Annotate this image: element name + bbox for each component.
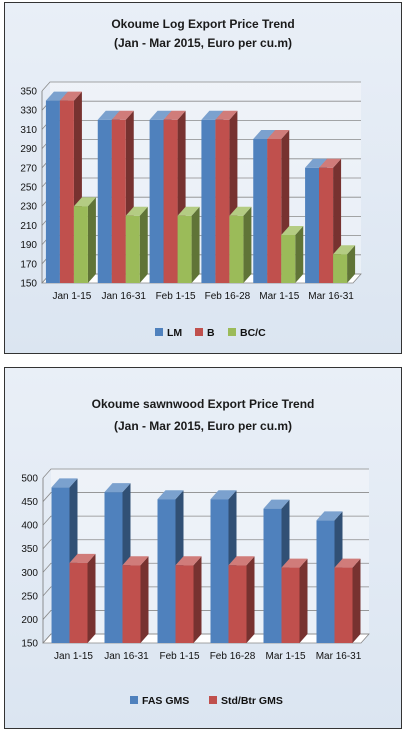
y-tick-label: 210 [20, 221, 37, 232]
x-tick-label: Feb 1-15 [156, 291, 196, 302]
log-price-chart-panel: Okoume Log Export Price Trend (Jan - Mar… [4, 2, 402, 354]
legend-swatch [228, 328, 236, 336]
gridline [42, 468, 369, 479]
y-tick-label: 330 [20, 106, 37, 117]
gridline [41, 81, 361, 92]
gridline [42, 562, 369, 573]
chart-subtitle: (Jan - Mar 2015, Euro per cu.m) [114, 36, 292, 50]
x-tick-label: Feb 1-15 [159, 651, 199, 662]
gridline [42, 633, 369, 644]
sawnwood-price-chart: Okoume sawnwood Export Price Trend (Jan … [21, 397, 370, 707]
x-tick-label: Jan 16-31 [104, 651, 149, 662]
y-tick-label: 350 [20, 87, 37, 98]
y-tick-label: 190 [20, 240, 37, 251]
y-tick-label: 350 [21, 544, 38, 555]
y-tick-label: 290 [20, 144, 37, 155]
legend-label: FAS GMS [142, 695, 189, 707]
x-tick-label: Jan 1-15 [54, 651, 93, 662]
chart-title: Okoume Log Export Price Trend [111, 17, 294, 31]
bar-bc-c [73, 197, 96, 283]
y-tick-label: 270 [20, 163, 37, 174]
chart-subtitle: (Jan - Mar 2015, Euro per cu.m) [114, 419, 292, 433]
y-tick-label: 250 [20, 183, 37, 194]
bar-std-btr-gms [281, 558, 308, 643]
y-tick-label: 150 [21, 639, 38, 650]
y-tick-label: 300 [21, 568, 38, 579]
x-tick-label: Mar 1-15 [259, 291, 299, 302]
legend-label: Std/Btr GMS [221, 695, 283, 707]
bar-std-btr-gms [228, 556, 255, 643]
x-tick-label: Mar 1-15 [265, 651, 305, 662]
gridline [42, 586, 369, 597]
bar-std-btr-gms [122, 556, 149, 643]
y-tick-label: 170 [20, 259, 37, 270]
bar-std-btr-gms [334, 558, 361, 643]
gridline [42, 492, 369, 502]
x-tick-label: Mar 16-31 [316, 651, 362, 662]
legend-swatch [209, 696, 217, 704]
y-tick-label: 500 [21, 474, 38, 485]
x-tick-label: Jan 1-15 [52, 291, 91, 302]
y-tick-label: 150 [20, 279, 37, 290]
bar-bc-c [177, 206, 200, 283]
x-tick-label: Feb 16-28 [205, 291, 251, 302]
bar-std-btr-gms [69, 553, 96, 643]
x-tick-label: Feb 16-28 [210, 651, 256, 662]
log-price-chart: Okoume Log Export Price Trend (Jan - Mar… [20, 17, 362, 339]
gridline [42, 610, 369, 620]
y-tick-label: 250 [21, 591, 38, 602]
y-tick-label: 400 [21, 521, 38, 532]
y-tick-label: 200 [21, 615, 38, 626]
legend-label: LM [167, 327, 182, 339]
x-tick-label: Mar 16-31 [308, 291, 354, 302]
y-tick-label: 230 [20, 202, 37, 213]
y-tick-label: 450 [21, 497, 38, 508]
bar-bc-c [125, 206, 148, 283]
bar-bc-c [229, 206, 252, 283]
legend-swatch [130, 696, 138, 704]
legend-swatch [155, 328, 163, 336]
legend-label: B [207, 327, 215, 339]
gridline [42, 515, 369, 526]
legend-swatch [195, 328, 203, 336]
bar-std-btr-gms [175, 556, 202, 643]
gridline [42, 539, 369, 549]
legend-label: BC/C [240, 327, 266, 339]
x-tick-label: Jan 16-31 [102, 291, 147, 302]
chart-title: Okoume sawnwood Export Price Trend [92, 397, 315, 411]
sawnwood-price-chart-panel: Okoume sawnwood Export Price Trend (Jan … [4, 367, 402, 729]
y-tick-label: 310 [20, 125, 37, 136]
bar-bc-c [281, 226, 304, 283]
bar-bc-c [333, 245, 356, 283]
